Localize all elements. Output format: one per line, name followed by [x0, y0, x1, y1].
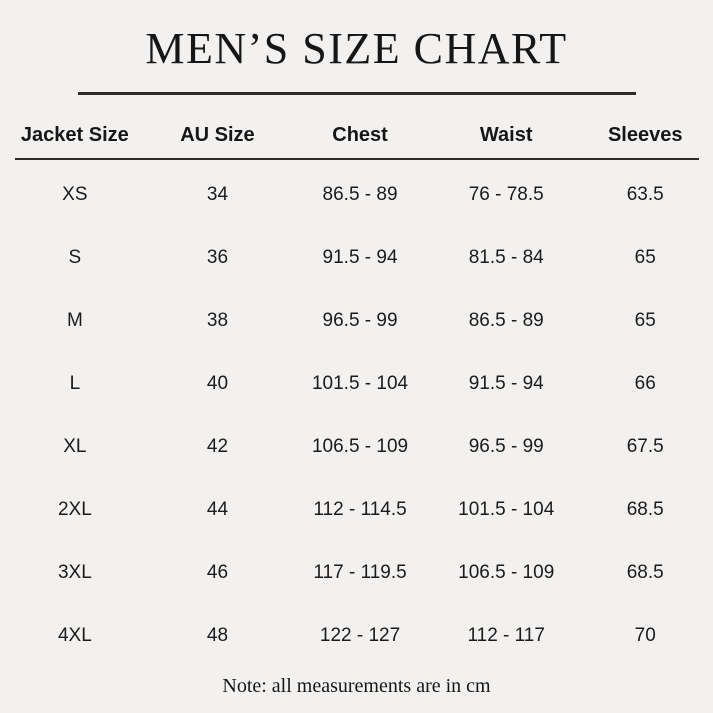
cell-waist: 86.5 - 89 — [468, 310, 544, 332]
title-divider — [77, 92, 636, 95]
cell-jacket-size: 2XL — [57, 498, 92, 520]
table-body: XS 34 86.5 - 89 76 - 78.5 63.5 S 36 91.5… — [0, 160, 713, 675]
cell-jacket-size: XS — [62, 184, 88, 206]
cell-waist: 106.5 - 109 — [458, 561, 555, 583]
cell-sleeves: 63.5 — [626, 184, 664, 206]
header-cell-chest: Chest — [332, 124, 388, 146]
cell-chest: 112 - 114.5 — [313, 498, 407, 520]
cell-chest: 106.5 - 109 — [311, 435, 409, 457]
cell-chest: 122 - 127 — [319, 624, 401, 646]
header-cell-waist: Waist — [479, 124, 533, 146]
cell-au-size: 34 — [206, 184, 229, 206]
table-row: L 40 101.5 - 104 91.5 - 94 66 — [0, 373, 713, 395]
cell-sleeves: 65 — [634, 247, 656, 269]
table-row: 4XL 48 122 - 127 112 - 117 70 — [0, 625, 713, 647]
cell-waist: 96.5 - 99 — [468, 435, 544, 457]
table-row: S 36 91.5 - 94 81.5 - 84 65 — [0, 247, 713, 269]
cell-au-size: 44 — [206, 498, 229, 520]
table-row: 3XL 46 117 - 119.5 106.5 - 109 68.5 — [0, 562, 713, 584]
cell-au-size: 36 — [206, 247, 229, 269]
header-divider — [14, 158, 699, 160]
cell-chest: 117 - 119.5 — [313, 561, 407, 583]
page-title: MEN’S SIZE CHART — [145, 24, 568, 73]
cell-sleeves: 68.5 — [626, 498, 664, 520]
table-row: XS 34 86.5 - 89 76 - 78.5 63.5 — [0, 184, 713, 206]
cell-chest: 101.5 - 104 — [311, 373, 409, 395]
cell-au-size: 42 — [206, 435, 229, 457]
cell-sleeves: 65 — [634, 310, 656, 332]
cell-au-size: 48 — [206, 624, 229, 646]
header-cell-sleeves: Sleeves — [607, 124, 683, 146]
cell-chest: 91.5 - 94 — [322, 247, 398, 269]
cell-waist: 81.5 - 84 — [468, 247, 544, 269]
header-cell-jacket-size: Jacket Size — [20, 124, 129, 146]
table-row: XL 42 106.5 - 109 96.5 - 99 67.5 — [0, 436, 713, 458]
cell-waist: 91.5 - 94 — [468, 373, 544, 395]
measurement-note: Note: all measurements are in cm — [222, 675, 491, 697]
cell-sleeves: 67.5 — [626, 435, 664, 457]
cell-sleeves: 66 — [634, 373, 656, 395]
header-cell-au-size: AU Size — [180, 124, 255, 146]
cell-waist: 76 - 78.5 — [468, 184, 544, 206]
cell-au-size: 46 — [206, 561, 229, 583]
cell-sleeves: 68.5 — [626, 561, 664, 583]
cell-chest: 86.5 - 89 — [322, 184, 398, 206]
cell-jacket-size: S — [68, 247, 82, 269]
table-row: 2XL 44 112 - 114.5 101.5 - 104 68.5 — [0, 499, 713, 521]
cell-chest: 96.5 - 99 — [322, 310, 398, 332]
table-row: M 38 96.5 - 99 86.5 - 89 65 — [0, 310, 713, 332]
cell-waist: 112 - 117 — [467, 624, 545, 646]
table-header-row: Jacket Size AU Size Chest Waist Sleeves — [0, 124, 713, 147]
cell-jacket-size: L — [69, 373, 81, 395]
cell-waist: 101.5 - 104 — [458, 498, 555, 520]
cell-jacket-size: XL — [63, 435, 87, 457]
cell-sleeves: 70 — [634, 624, 656, 646]
cell-au-size: 40 — [206, 373, 229, 395]
cell-au-size: 38 — [206, 310, 229, 332]
cell-jacket-size: M — [66, 310, 83, 332]
cell-jacket-size: 4XL — [57, 624, 92, 646]
cell-jacket-size: 3XL — [57, 561, 92, 583]
